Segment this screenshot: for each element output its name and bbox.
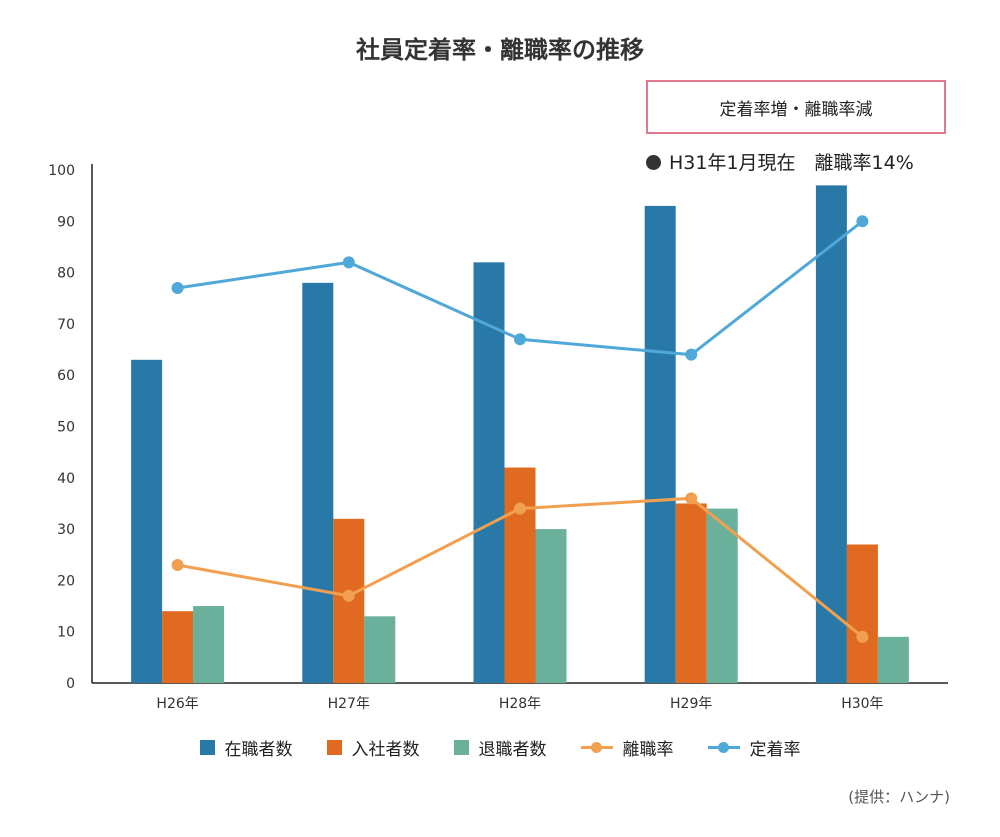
y-tick-label: 10	[57, 625, 75, 641]
point-teichaku	[685, 348, 698, 361]
legend-item-taishoku: 退職者数	[453, 735, 547, 760]
y-tick-label: 30	[57, 522, 75, 538]
y-tick-label: 50	[57, 420, 75, 436]
legend-label-nyusha: 入社者数	[351, 740, 420, 760]
x-tick-label: H28年	[499, 696, 541, 712]
legend-item-rishoku: 離職率	[580, 735, 674, 760]
point-teichaku	[514, 333, 526, 346]
y-tick-label: 40	[57, 471, 75, 487]
y-tick-label: 0	[66, 676, 75, 692]
bar-taishoku	[706, 508, 738, 683]
point-rishoku	[514, 502, 526, 515]
legend-item-zaishoku: 在職者数	[199, 735, 293, 760]
note-text: H31年1月現在 離職率14%	[669, 152, 914, 174]
x-tick-label: H27年	[328, 696, 370, 712]
y-tick-label: 80	[57, 266, 75, 282]
bullet-icon	[646, 155, 661, 170]
callout-text: 定着率増・離職率減	[719, 99, 873, 120]
y-tick-label: 70	[57, 317, 75, 333]
point-teichaku	[342, 256, 355, 269]
bar-zaishoku	[644, 205, 676, 683]
legend-swatch-rishoku	[580, 740, 613, 755]
legend-swatch-zaishoku	[199, 740, 215, 755]
bar-taishoku	[877, 636, 909, 683]
x-tick-label: H26年	[156, 696, 198, 712]
callout-box: 定着率増・離職率減	[646, 80, 946, 134]
legend-item-nyusha: 入社者数	[326, 735, 420, 760]
bar-zaishoku	[302, 282, 334, 683]
legend: 在職者数 入社者数 退職者数 離職率 定着率	[0, 735, 1000, 760]
legend-label-rishoku: 離職率	[622, 740, 674, 760]
bar-taishoku	[364, 616, 396, 683]
legend-label-zaishoku: 在職者数	[224, 740, 293, 760]
bar-nyusha	[846, 544, 878, 683]
chart-title: 社員定着率・離職率の推移	[356, 36, 644, 64]
legend-swatch-nyusha	[326, 740, 342, 755]
bar-taishoku	[535, 529, 567, 683]
legend-swatch-taishoku	[453, 740, 469, 755]
y-tick-label: 20	[57, 573, 75, 589]
legend-label-taishoku: 退職者数	[478, 740, 547, 760]
bar-zaishoku	[815, 185, 847, 683]
legend-item-teichaku: 定着率	[707, 735, 801, 760]
point-rishoku	[171, 559, 184, 572]
bar-nyusha	[675, 503, 707, 683]
y-tick-label: 60	[57, 368, 75, 384]
bar-nyusha	[504, 467, 536, 683]
x-tick-label: H30年	[841, 696, 883, 712]
note: H31年1月現在 離職率14%	[646, 148, 914, 175]
legend-swatch-teichaku	[707, 740, 740, 755]
bar-zaishoku	[131, 359, 163, 683]
point-teichaku	[856, 215, 869, 228]
y-tick-label: 90	[57, 214, 75, 230]
source-credit: (提供：ハンナ)	[848, 788, 950, 806]
bar-nyusha	[162, 611, 194, 683]
y-tick-label: 100	[48, 163, 75, 179]
bar-taishoku	[193, 606, 225, 683]
bar-zaishoku	[473, 262, 505, 683]
x-tick-label: H29年	[670, 696, 712, 712]
point-rishoku	[342, 589, 355, 602]
point-rishoku	[856, 630, 869, 643]
point-rishoku	[685, 492, 698, 505]
point-teichaku	[171, 281, 184, 294]
legend-label-teichaku: 定着率	[749, 740, 801, 760]
